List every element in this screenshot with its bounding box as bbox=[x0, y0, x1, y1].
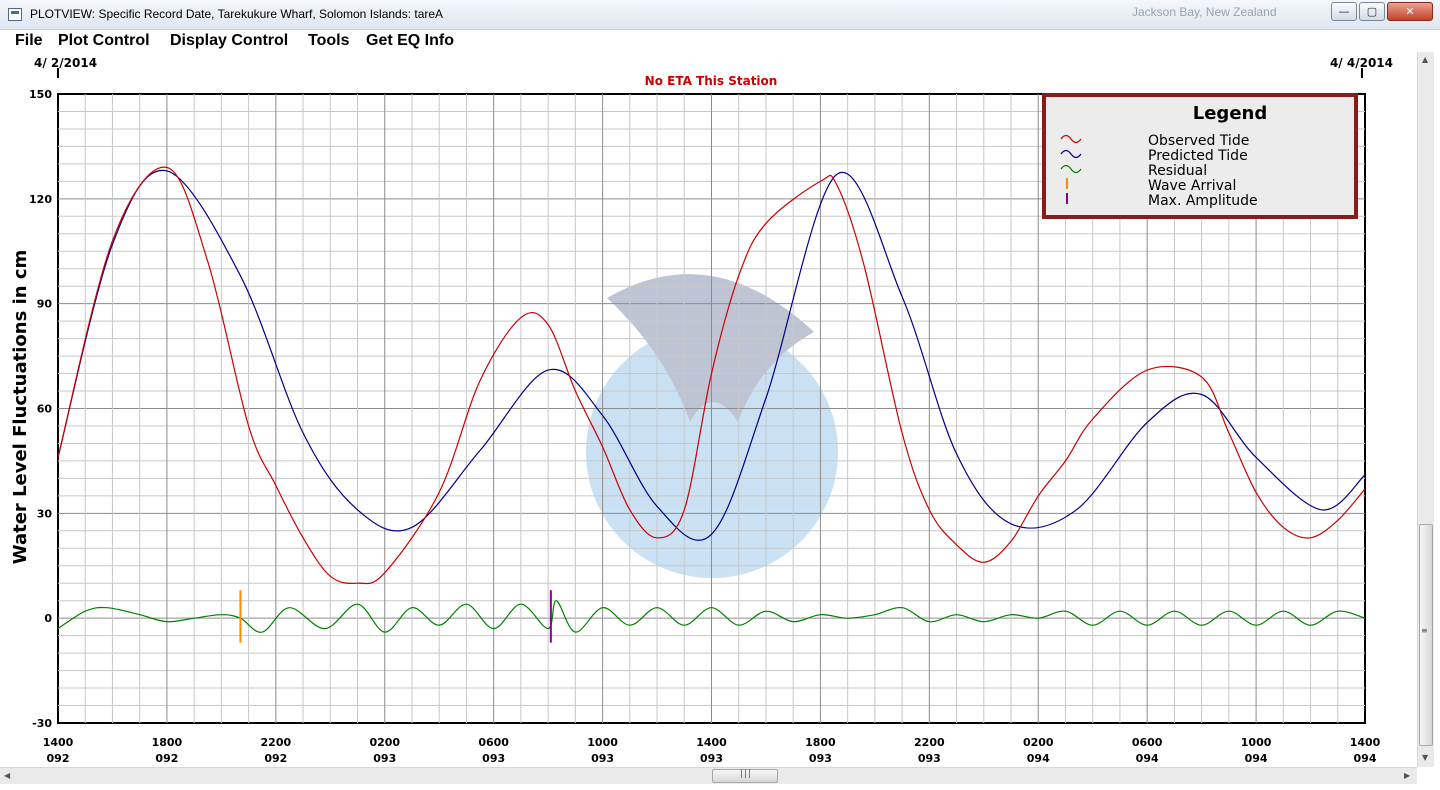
legend-wave-arrival-label: Wave Arrival bbox=[1148, 178, 1236, 194]
x-tick-day-label: 093 bbox=[373, 752, 396, 765]
x-tick-day-label: 093 bbox=[700, 752, 723, 765]
legend-observed-label: Observed Tide bbox=[1148, 133, 1249, 149]
scroll-left-icon[interactable]: ◀ bbox=[4, 771, 11, 780]
noaa-logo-bird bbox=[607, 274, 814, 422]
title-bar: PLOTVIEW: Specific Record Date, Tarekuku… bbox=[0, 0, 1440, 30]
x-axis-ticks: 1400 092 1800 092 2200 092 0200 093 0600 093 1000 0… bbox=[43, 736, 1381, 765]
legend-predicted-label: Predicted Tide bbox=[1148, 148, 1248, 164]
x-tick-day-label: 092 bbox=[47, 752, 70, 765]
menu-get-eq-info[interactable]: Get EQ Info bbox=[366, 32, 454, 49]
menu-file[interactable]: File bbox=[15, 32, 43, 49]
legend-residual-label: Residual bbox=[1148, 163, 1207, 179]
x-tick-time-label: 1000 bbox=[587, 736, 618, 749]
legend-observed-symbol bbox=[1060, 134, 1082, 144]
app-icon[interactable] bbox=[8, 8, 22, 21]
x-tick-day-label: 094 bbox=[1354, 752, 1377, 765]
close-button[interactable]: ✕ bbox=[1387, 2, 1433, 21]
horizontal-scrollbar[interactable]: ◀ ||| ▶ bbox=[0, 767, 1417, 784]
y-tick-label: 150 bbox=[29, 88, 52, 101]
menu-display-control[interactable]: Display Control bbox=[170, 32, 289, 49]
y-tick-label: -30 bbox=[32, 717, 52, 730]
legend-frame bbox=[1042, 93, 1358, 219]
maximize-button[interactable]: ▢ bbox=[1359, 2, 1385, 21]
vertical-grip-icon: ≡ bbox=[1421, 626, 1429, 635]
x-tick-day-label: 093 bbox=[918, 752, 941, 765]
y-tick-label: 0 bbox=[44, 612, 52, 625]
y-tick-label: 120 bbox=[29, 193, 52, 206]
series-predicted-tide-line bbox=[58, 169, 1365, 541]
x-tick-day-label: 094 bbox=[1136, 752, 1159, 765]
series-residual-line bbox=[58, 600, 1365, 633]
x-tick-time-label: 0600 bbox=[478, 736, 509, 749]
horizontal-grip-icon: ||| bbox=[740, 769, 753, 779]
x-tick-time-label: 1000 bbox=[1241, 736, 1272, 749]
y-tick-label: 90 bbox=[37, 298, 53, 311]
x-tick-day-label: 092 bbox=[264, 752, 287, 765]
horizontal-scroll-thumb[interactable] bbox=[712, 769, 778, 783]
background-window-label: Jackson Bay, New Zealand bbox=[1132, 5, 1277, 19]
vertical-scrollbar[interactable]: ▲ ≡ ▼ bbox=[1417, 52, 1434, 767]
background-window-title[interactable]: Jackson Bay, New Zealand bbox=[1118, 0, 1323, 30]
legend-box[interactable]: Legend Observed Tide Predicted Tide Resi… bbox=[1042, 93, 1358, 219]
x-tick-day-label: 093 bbox=[591, 752, 614, 765]
x-tick-time-label: 2200 bbox=[914, 736, 945, 749]
x-tick-day-label: 094 bbox=[1027, 752, 1050, 765]
x-tick-time-label: 0200 bbox=[1023, 736, 1054, 749]
vertical-scroll-thumb[interactable] bbox=[1419, 524, 1433, 746]
x-tick-time-label: 0200 bbox=[369, 736, 400, 749]
legend-max-amplitude-label: Max. Amplitude bbox=[1148, 193, 1258, 209]
y-tick-label: 30 bbox=[37, 507, 53, 520]
x-tick-time-label: 1800 bbox=[805, 736, 836, 749]
x-tick-time-label: 1400 bbox=[696, 736, 727, 749]
x-tick-day-label: 094 bbox=[1245, 752, 1268, 765]
start-date-label: 4/ 2/2014 bbox=[34, 56, 97, 70]
menu-bar: File Plot Control Display Control Tools … bbox=[0, 30, 1440, 52]
chart-title: No ETA This Station bbox=[645, 74, 778, 88]
series-observed-tide-line bbox=[58, 166, 1365, 585]
y-axis-ticks: -30 0 30 60 90 120 150 bbox=[29, 88, 52, 730]
minimize-button[interactable]: — bbox=[1331, 2, 1357, 21]
scroll-right-icon[interactable]: ▶ bbox=[1404, 771, 1411, 780]
x-tick-time-label: 1400 bbox=[1350, 736, 1381, 749]
y-axis-label: Water Level Fluctuations in cm bbox=[10, 250, 31, 565]
x-tick-time-label: 0600 bbox=[1132, 736, 1163, 749]
tide-plot: 4/ 2/2014 4/ 4/2014 No ETA This Station … bbox=[10, 56, 1393, 765]
end-date-label: 4/ 4/2014 bbox=[1330, 56, 1393, 70]
legend-residual-symbol bbox=[1060, 164, 1082, 174]
x-tick-day-label: 093 bbox=[809, 752, 832, 765]
y-tick-label: 60 bbox=[37, 403, 53, 416]
menu-tools[interactable]: Tools bbox=[308, 32, 350, 49]
scroll-down-icon[interactable]: ▼ bbox=[1422, 753, 1429, 762]
legend-predicted-symbol bbox=[1060, 149, 1082, 159]
x-tick-time-label: 1400 bbox=[43, 736, 74, 749]
x-tick-time-label: 2200 bbox=[261, 736, 292, 749]
menu-plot-control[interactable]: Plot Control bbox=[58, 32, 150, 49]
window-title: PLOTVIEW: Specific Record Date, Tarekuku… bbox=[30, 7, 444, 21]
x-tick-day-label: 092 bbox=[155, 752, 178, 765]
x-tick-time-label: 1800 bbox=[152, 736, 183, 749]
scroll-up-icon[interactable]: ▲ bbox=[1422, 55, 1429, 64]
legend-title: Legend bbox=[1193, 103, 1267, 124]
x-tick-day-label: 093 bbox=[482, 752, 505, 765]
